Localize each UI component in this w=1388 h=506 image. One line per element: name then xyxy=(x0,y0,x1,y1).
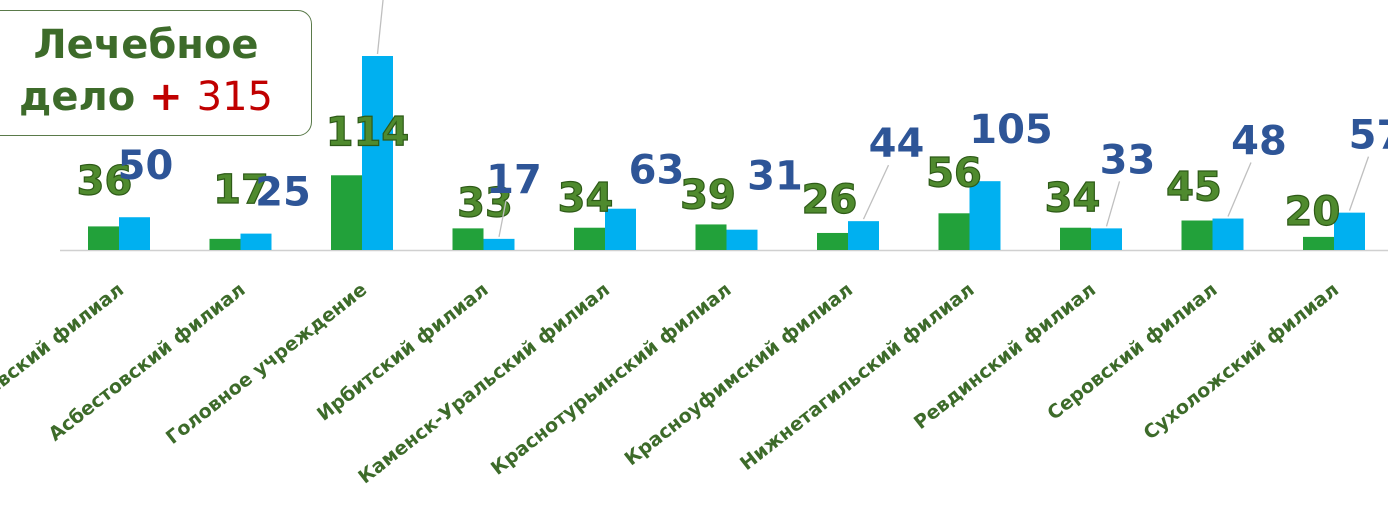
bar-series2-1 xyxy=(119,217,150,250)
callout-total: 315 xyxy=(196,74,273,120)
category-label-3: Головное учреждение xyxy=(162,279,371,449)
bar-series1-6 xyxy=(695,224,727,250)
data-label-series1-2: 17 xyxy=(213,167,269,213)
data-label-series2-9: 33 xyxy=(1100,137,1156,183)
leader-line-7 xyxy=(862,164,890,220)
category-label-7: Красноуфимский филиал xyxy=(621,279,858,471)
category-label-6: Краснотурьинский филиал xyxy=(487,279,736,480)
data-label-series1-3: 114 xyxy=(326,109,410,155)
leader-line-9 xyxy=(1105,181,1121,227)
data-label-series1-5: 34 xyxy=(558,176,614,222)
bar-series1-3 xyxy=(331,175,362,250)
callout-box: Лечебное дело + 315 xyxy=(0,10,312,136)
bar-series2-5 xyxy=(605,208,636,250)
bar-series2-7 xyxy=(848,221,879,250)
data-label-series2-7: 44 xyxy=(869,121,925,167)
data-label-series2-1: 50 xyxy=(118,143,174,189)
data-label-series1-7: 26 xyxy=(802,177,858,223)
category-label-8: Нижнетагильский филиал xyxy=(736,279,979,475)
data-label-series1-8: 56 xyxy=(926,150,982,196)
bar-series1-8 xyxy=(938,213,970,250)
bar-series2-10 xyxy=(1212,218,1244,250)
data-label-series2-4: 17 xyxy=(486,157,542,203)
bar-series2-8 xyxy=(969,181,1001,250)
leader-line-3 xyxy=(376,0,384,55)
category-label-5: Каменск-Уральский филиал xyxy=(354,279,614,489)
category-label-11: Сухоложский филиал xyxy=(1140,279,1343,445)
callout-plus: + xyxy=(149,74,183,120)
data-label-series2-2: 25 xyxy=(255,170,311,216)
bar-series2-2 xyxy=(240,233,272,250)
category-label-2: Асбестовский филиал xyxy=(45,279,250,446)
leader-line-11 xyxy=(1348,156,1370,211)
callout-line1: Лечебное xyxy=(33,22,259,68)
bar-series1-2 xyxy=(209,238,241,250)
bar-series1-5 xyxy=(574,227,605,250)
bar-series1-4 xyxy=(452,228,484,250)
bar-series1-9 xyxy=(1060,227,1091,250)
data-label-series1-6: 39 xyxy=(680,172,736,218)
bar-series1-10 xyxy=(1181,220,1213,250)
data-label-series1-10: 45 xyxy=(1166,165,1222,211)
bar-series2-9 xyxy=(1091,228,1122,250)
callout-line2: дело + 315 xyxy=(0,71,311,123)
bar-series2-3 xyxy=(362,56,393,250)
leader-line-10 xyxy=(1227,162,1252,217)
data-label-series2-11: 57 xyxy=(1349,113,1388,159)
data-label-series2-8: 105 xyxy=(969,107,1053,153)
data-label-series1-1: 36 xyxy=(77,158,133,204)
data-label-series2-6: 31 xyxy=(747,154,803,200)
callout-line2-text: дело xyxy=(19,74,136,120)
bar-series2-11 xyxy=(1334,212,1365,250)
bar-series1-1 xyxy=(88,226,119,250)
bar-series2-4 xyxy=(483,238,515,250)
data-label-series1-4: 33 xyxy=(457,180,513,226)
data-label-series2-10: 48 xyxy=(1231,119,1287,165)
leader-line-4 xyxy=(498,200,507,237)
bar-series2-6 xyxy=(726,229,758,250)
data-label-series1-11: 20 xyxy=(1285,189,1341,235)
data-label-series2-5: 63 xyxy=(629,148,685,194)
bar-series1-11 xyxy=(1303,236,1334,250)
data-label-series1-9: 34 xyxy=(1045,176,1101,222)
bar-series1-7 xyxy=(817,232,848,250)
